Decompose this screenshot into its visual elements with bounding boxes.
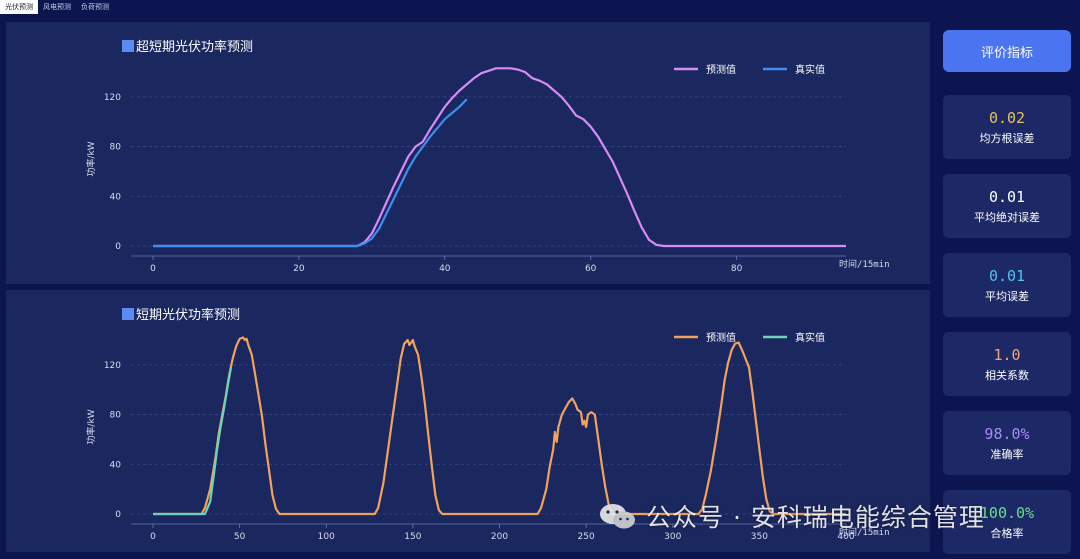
x-axis-label: 时间/15min: [839, 526, 890, 538]
x-tick-label: 50: [234, 532, 246, 542]
legend-label: 真实值: [795, 331, 825, 344]
y-tick-label: 40: [110, 460, 122, 470]
metric-card-mean-error: 0.01 平均误差: [943, 253, 1071, 317]
tab-load-forecast[interactable]: 负荷预测: [81, 3, 109, 11]
title-marker: [122, 308, 134, 320]
y-tick-label: 80: [110, 143, 122, 153]
y-tick-label: 0: [115, 242, 121, 252]
x-tick-label: 250: [578, 532, 595, 542]
metric-value: 0.01: [988, 267, 1026, 285]
metric-card-mae: 0.01 平均绝对误差: [943, 174, 1071, 238]
y-axis-label: 功率/kW: [85, 141, 97, 176]
metric-card-rmse: 0.02 均方根误差: [943, 95, 1071, 159]
chart-title: 短期光伏功率预测: [136, 307, 240, 323]
wechat-icon: [600, 504, 635, 529]
short-term-chart-panel: 短期光伏功率预测 0 40 80 120 0 50 100 150 200 250 300 350 400…: [6, 290, 930, 552]
series-line-0: [153, 67, 846, 248]
metric-value: 0.02: [988, 109, 1026, 127]
metric-label: 平均误差: [985, 290, 1029, 303]
y-axis-label: 功率/kW: [85, 409, 97, 444]
x-tick-label: 40: [439, 264, 451, 274]
x-tick-label: 200: [491, 532, 508, 542]
y-tick-label: 40: [110, 192, 122, 202]
legend-label: 预测值: [706, 331, 736, 344]
metric-label: 平均绝对误差: [974, 211, 1040, 224]
ultra-short-term-chart-panel: 超短期光伏功率预测 0 40 80 120 0 20 40 60 80 时间/15min 功率/kW 预…: [6, 22, 930, 284]
y-tick-label: 120: [104, 361, 121, 371]
y-tick-label: 0: [115, 510, 121, 520]
legend-label: 真实值: [795, 63, 825, 76]
metric-card-correlation: 1.0 相关系数: [943, 332, 1071, 396]
metric-card-pass-rate: 100.0% 合格率: [943, 490, 1071, 554]
series-line-1: [153, 98, 468, 248]
metric-label: 合格率: [990, 527, 1024, 540]
metric-value: 100.0%: [979, 504, 1035, 522]
metric-label: 均方根误差: [979, 132, 1035, 145]
tab-bar: 光伏预测 风电预测 负荷预测: [0, 0, 114, 14]
metric-value: 0.01: [988, 188, 1026, 206]
x-tick-label: 400: [837, 532, 854, 542]
watermark: 公众号 · 安科瑞电能综合管理: [598, 498, 985, 534]
short-term-chart: 短期光伏功率预测 0 40 80 120 0 50 100 150 200 250 300 350 400…: [85, 307, 890, 542]
x-tick-label: 0: [150, 264, 156, 274]
metric-value: 98.0%: [984, 425, 1030, 443]
x-tick-label: 20: [293, 264, 305, 274]
series-line-1: [153, 367, 233, 516]
metric-label: 准确率: [990, 448, 1024, 461]
x-tick-label: 100: [318, 532, 335, 542]
y-tick-label: 120: [104, 93, 121, 103]
y-tick-label: 80: [110, 411, 122, 421]
metric-label: 相关系数: [985, 369, 1029, 382]
tab-pv-forecast[interactable]: 光伏预测: [0, 0, 38, 14]
watermark-text: 公众号 · 安科瑞电能综合管理: [646, 503, 985, 532]
x-tick-label: 150: [404, 532, 421, 542]
tab-wind-forecast[interactable]: 风电预测: [43, 3, 71, 11]
title-marker: [122, 40, 134, 52]
x-tick-label: 350: [751, 532, 768, 542]
metric-card-accuracy: 98.0% 准确率: [943, 411, 1071, 475]
x-tick-label: 80: [731, 264, 743, 274]
metric-value: 1.0: [993, 346, 1021, 364]
x-axis-label: 时间/15min: [839, 258, 890, 270]
x-tick-label: 300: [664, 532, 681, 542]
ultra-short-term-chart: 超短期光伏功率预测 0 40 80 120 0 20 40 60 80 时间/15min 功率/kW 预…: [85, 39, 890, 274]
chart-title: 超短期光伏功率预测: [136, 39, 253, 55]
legend-label: 预测值: [706, 63, 736, 76]
x-tick-label: 0: [150, 532, 156, 542]
series-line-0: [153, 336, 846, 516]
x-tick-label: 60: [585, 264, 597, 274]
evaluation-metrics-button[interactable]: 评价指标: [943, 30, 1071, 72]
